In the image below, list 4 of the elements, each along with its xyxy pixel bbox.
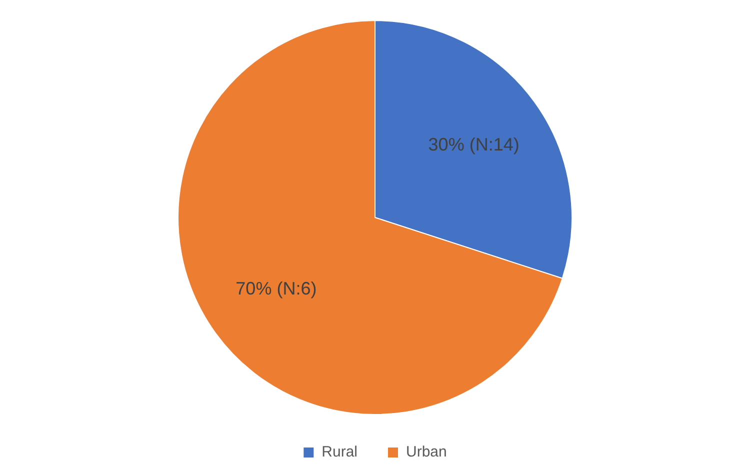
data-label: 30% (N:14) — [428, 134, 520, 155]
legend-label: Rural — [322, 444, 358, 461]
data-label: 70% (N:6) — [236, 278, 317, 298]
legend-label: Urban — [406, 444, 447, 461]
